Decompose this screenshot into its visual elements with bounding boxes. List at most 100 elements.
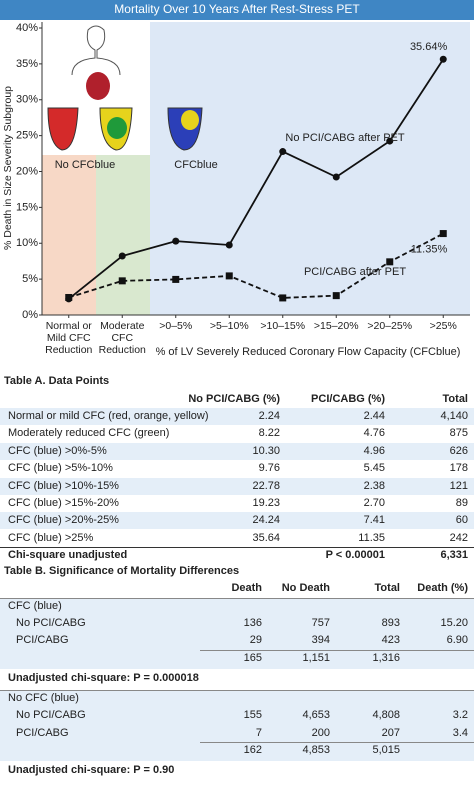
table-cell: 207 <box>381 726 400 739</box>
section-band <box>0 598 474 669</box>
column-header: Death <box>231 582 262 594</box>
illustration <box>47 25 203 151</box>
row-band <box>0 425 474 443</box>
marker <box>386 258 394 266</box>
table-cell: 242 <box>449 531 468 544</box>
chart-title: Mortality Over 10 Years After Rest-Stres… <box>114 2 360 16</box>
row-label: Moderately reduced CFC (green) <box>8 427 170 440</box>
table-cell: 626 <box>449 444 468 457</box>
row-label: CFC (blue) >10%-15% <box>8 479 119 492</box>
table-cell: 178 <box>449 462 468 475</box>
table-cell: 3.2 <box>452 709 468 722</box>
marker <box>279 294 287 302</box>
marker <box>332 292 340 300</box>
table-cell: 24.24 <box>252 514 280 527</box>
rule <box>200 649 474 651</box>
row-label: CFC (blue) >25% <box>8 531 94 544</box>
table-cell: 7.41 <box>363 514 385 527</box>
table-cell: 29 <box>249 634 262 647</box>
column-header: No PCI/CABG (%) <box>188 393 280 405</box>
data-label: 11.35% <box>411 243 448 255</box>
marker <box>439 55 447 63</box>
table-cell: 121 <box>449 479 468 492</box>
marker <box>172 275 180 283</box>
table-cell: 7 <box>255 726 262 739</box>
y-axis-label: % Death in Size Severity Subgroup <box>2 86 14 250</box>
table-cell: 2.24 <box>258 410 280 422</box>
marker <box>225 241 233 249</box>
table-cell: 155 <box>243 709 262 722</box>
table-cell: 11.35 <box>358 531 385 544</box>
table-cell: 35.64 <box>252 531 280 544</box>
row-label: No PCI/CABG <box>16 709 86 722</box>
table-cell: 165 <box>243 651 262 664</box>
marker <box>172 237 180 245</box>
marker <box>439 230 447 238</box>
chi-square: Unadjusted chi-square: P = 0.000018 <box>8 672 199 685</box>
table-cell: 200 <box>311 726 330 739</box>
row-band <box>0 547 474 566</box>
series-label: PCI/CABG after PET <box>304 266 406 278</box>
table-cell: 10.30 <box>252 444 280 457</box>
table-cell: 22.78 <box>252 479 280 492</box>
table-cell: 1,316 <box>372 651 400 664</box>
x-tick-label: Normal or Mild CFC Reduction <box>45 320 93 356</box>
x-tick-label: >10–15% <box>260 320 306 332</box>
row-label: CFC (blue) >5%-10% <box>8 462 113 475</box>
marker <box>279 148 287 156</box>
y-tick-label: 30% <box>16 94 38 106</box>
column-header: Total <box>374 582 400 594</box>
table-cell: 4.76 <box>363 427 385 440</box>
section-label: No CFC (blue) <box>8 692 79 705</box>
row-label: CFC (blue) >0%-5% <box>8 444 107 457</box>
data-label: 35.64% <box>410 41 448 53</box>
marker <box>386 137 394 145</box>
table-cell: 2.44 <box>363 410 385 422</box>
y-tick-label: 15% <box>16 201 38 213</box>
table-cell: 4,853 <box>302 744 330 756</box>
row-label: Chi-square unadjusted <box>8 549 128 562</box>
region <box>42 155 96 315</box>
column-header: No Death <box>281 582 330 594</box>
x-axis-label: % of LV Severely Reduced Coronary Flow C… <box>156 346 461 358</box>
column-header: Death (%) <box>417 582 468 594</box>
x-tick-label: >0–5% <box>159 320 193 332</box>
section-band <box>0 690 474 762</box>
table-cell: 5,015 <box>372 744 400 756</box>
table-cell: 4,808 <box>372 709 400 722</box>
table-cell: 875 <box>449 427 468 440</box>
table-cell: 15.20 <box>440 617 468 629</box>
series-label: No PCI/CABG after PET <box>285 132 404 144</box>
row-label: No PCI/CABG <box>16 617 86 629</box>
y-tick-label: 25% <box>16 130 38 142</box>
row-band <box>0 408 474 425</box>
row-label: CFC (blue) >15%-20% <box>8 497 119 509</box>
y-tick-label: 35% <box>16 58 38 70</box>
column-header: Total <box>442 393 468 405</box>
marker <box>118 252 126 260</box>
table-cell: 3.4 <box>452 726 468 739</box>
x-tick-label: >25% <box>429 320 457 332</box>
marker <box>118 277 126 285</box>
table-cell: 757 <box>311 617 330 629</box>
y-tick-label: 20% <box>16 165 38 177</box>
chi-square: Unadjusted chi-square: P = 0.90 <box>8 764 175 777</box>
x-tick-label: >20–25% <box>367 320 413 332</box>
table-cell: 4,140 <box>440 410 468 422</box>
table-title: Table A. Data Points <box>4 375 110 387</box>
table-cell: 19.23 <box>252 497 280 509</box>
x-tick-label: >15–20% <box>313 320 359 332</box>
table-cell: 394 <box>311 634 330 647</box>
row-label: Normal or mild CFC (red, orange, yellow) <box>8 410 209 422</box>
table-cell: 5.45 <box>363 462 385 475</box>
region <box>96 155 150 315</box>
x-tick-label: Moderate CFC Reduction <box>98 320 146 356</box>
table-cell: P < 0.00001 <box>325 549 385 562</box>
marker <box>332 173 340 181</box>
annotation: CFCblue <box>174 159 217 171</box>
row-band <box>0 495 474 512</box>
marker <box>225 272 233 280</box>
table-cell: 893 <box>381 617 400 629</box>
y-tick-label: 40% <box>16 22 38 34</box>
table-cell: 4,653 <box>302 709 330 722</box>
